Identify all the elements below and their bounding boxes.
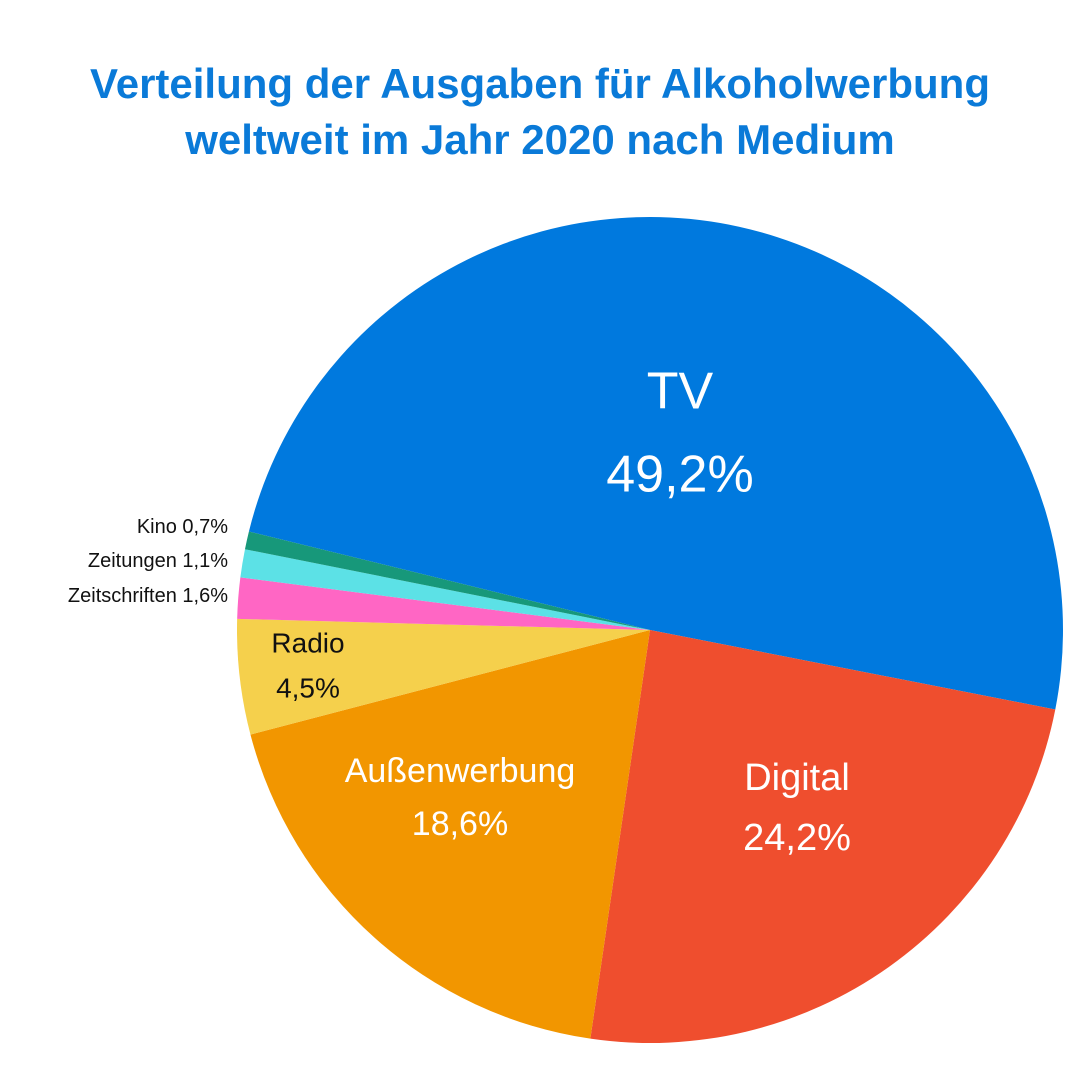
outside-label: Kino 0,7% xyxy=(137,516,228,538)
chart-title: weltweit im Jahr 2020 nach Medium xyxy=(184,116,895,163)
outside-label: Zeitschriften 1,6% xyxy=(68,585,228,607)
slice-label: Außenwerbung xyxy=(345,752,576,790)
value-label: 0,7% xyxy=(182,516,228,538)
pie-slice xyxy=(250,630,650,1039)
slice-label: Radio xyxy=(271,627,344,658)
pie-slice xyxy=(240,549,650,630)
chart-title: Verteilung der Ausgaben für Alkoholwerbu… xyxy=(90,60,990,107)
value-label: 18,6% xyxy=(412,805,508,843)
value-label: 4,5% xyxy=(276,672,340,703)
pie-slice xyxy=(248,216,1064,710)
value-label: 1,6% xyxy=(182,585,228,607)
pie-slice xyxy=(244,531,650,630)
pie-slice xyxy=(237,577,650,630)
value-label: 1,1% xyxy=(182,550,228,572)
outside-label: Zeitungen 1,1% xyxy=(88,550,228,572)
slice-label: Kino xyxy=(137,516,177,538)
slice-label: Zeitschriften xyxy=(68,585,177,607)
value-label: 49,2% xyxy=(606,446,753,504)
value-label: 24,2% xyxy=(743,817,851,859)
slice-label: Zeitungen xyxy=(88,550,177,572)
slice-label: Digital xyxy=(744,757,850,799)
pie-slice xyxy=(590,630,1056,1043)
pie xyxy=(237,216,1064,1043)
pie-slice xyxy=(237,618,651,735)
slice-label: TV xyxy=(647,363,714,421)
